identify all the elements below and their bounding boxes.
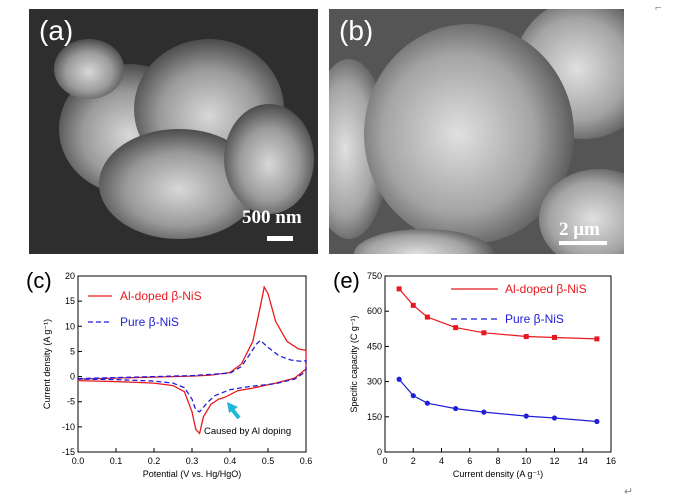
y-tick-label: 20 xyxy=(65,271,75,281)
data-point-circle xyxy=(410,393,416,399)
rate-chart: (e) 0 2 4 6 8 10 12 14 16 0 150 300 450 600 750 Current… xyxy=(333,268,616,479)
cv-series-al-doped xyxy=(77,285,307,435)
data-point-circle xyxy=(594,418,600,425)
scale-bar-a xyxy=(267,236,293,241)
y-tick-label: 0 xyxy=(377,447,382,457)
sem-texture-b xyxy=(329,9,624,254)
data-point-square xyxy=(424,314,430,320)
data-point-square xyxy=(594,336,600,342)
scale-bar-label-b: 2 μm xyxy=(559,219,600,240)
panel-letter-c: (c) xyxy=(26,268,52,293)
sem-image-b: (b) 2 μm xyxy=(329,9,624,254)
data-point-square xyxy=(523,334,529,340)
corner-bracket: ⌐ xyxy=(655,2,662,14)
x-tick-label: 12 xyxy=(549,456,559,466)
panel-letter-e: (e) xyxy=(333,268,360,293)
cv-series-pure xyxy=(77,339,307,413)
scale-bar-b xyxy=(559,241,607,245)
x-tick-label: 8 xyxy=(495,456,500,466)
x-axis-label: Potential (V vs. Hg/HgO) xyxy=(143,469,242,479)
y-tick-label: 600 xyxy=(367,306,382,316)
panel-letter-a: (a) xyxy=(39,15,74,46)
data-point-square xyxy=(481,330,487,336)
y-tick-label: 450 xyxy=(367,341,382,351)
y-tick-label: -15 xyxy=(62,447,75,457)
data-point-circle xyxy=(396,376,402,382)
rate-series-line-al-doped xyxy=(398,288,597,340)
x-tick-label: 0.6 xyxy=(300,456,313,466)
data-point-circle xyxy=(481,409,487,415)
legend-entry: Al-doped β-NiS xyxy=(120,289,202,303)
y-axis-label: Specific capacity (C g⁻¹) xyxy=(349,315,359,412)
y-axis-label: Current density (A g⁻¹) xyxy=(42,319,52,409)
x-tick-label: 16 xyxy=(606,456,616,466)
data-point-square xyxy=(396,286,402,292)
x-tick-label: 10 xyxy=(521,456,531,466)
sem-texture-a xyxy=(29,9,318,254)
plot-frame xyxy=(384,275,612,453)
x-tick-label: 0.3 xyxy=(186,456,199,466)
x-tick-label: 6 xyxy=(467,456,472,466)
legend-entry: Pure β-NiS xyxy=(505,312,564,326)
annotation-text: Caused by Al doping xyxy=(204,426,291,437)
y-tick-label: 10 xyxy=(65,321,75,331)
data-point-square xyxy=(552,334,557,340)
y-tick-label: -5 xyxy=(67,397,75,407)
trailing-mark: ↵ xyxy=(624,486,634,498)
y-tick-label: 0 xyxy=(70,372,75,382)
data-point-circle xyxy=(453,405,459,412)
cv-chart: (c) 0.0 0.1 0.2 0.3 0.4 0.5 0.6 -15 -10 -5 0 5 10 15 2… xyxy=(26,268,313,479)
data-point-square xyxy=(410,302,416,308)
legend-entry: Pure β-NiS xyxy=(120,315,179,329)
data-point-circle xyxy=(523,413,529,419)
y-tick-label: 750 xyxy=(367,271,382,281)
rate-series-line-pure xyxy=(398,378,597,423)
y-tick-label: 15 xyxy=(65,296,75,306)
x-tick-label: 0.5 xyxy=(262,456,275,466)
y-tick-label: 5 xyxy=(70,346,75,356)
x-tick-label: 4 xyxy=(439,456,444,466)
legend-entry: Al-doped β-NiS xyxy=(505,282,587,296)
x-tick-label: 0 xyxy=(382,456,387,466)
x-tick-label: 14 xyxy=(578,456,588,466)
data-point-square xyxy=(453,325,459,331)
y-tick-label: 150 xyxy=(367,412,382,422)
x-axis-label: Current density (A g⁻¹) xyxy=(453,469,543,479)
annotation-arrow-head xyxy=(227,402,238,413)
x-tick-label: 0.4 xyxy=(224,456,237,466)
y-tick-label: -10 xyxy=(62,422,75,432)
panel-letter-b: (b) xyxy=(339,15,374,46)
x-tick-label: 0.1 xyxy=(110,456,123,466)
data-point-circle xyxy=(424,400,430,406)
scale-bar-label-a: 500 nm xyxy=(242,207,302,228)
x-tick-label: 0.0 xyxy=(72,456,85,466)
x-tick-label: 0.2 xyxy=(148,456,161,466)
data-point-circle xyxy=(551,415,558,421)
sem-image-a: (a) 500 nm xyxy=(29,9,318,254)
x-tick-label: 2 xyxy=(411,456,416,466)
y-tick-label: 300 xyxy=(367,377,382,387)
